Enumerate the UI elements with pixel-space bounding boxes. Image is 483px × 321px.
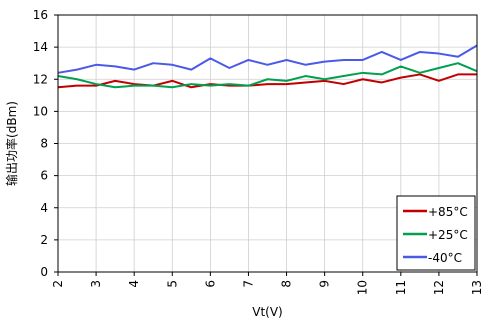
x-tick-label: 8 <box>280 280 294 288</box>
y-axis-ticks: 0 2 4 6 8 10 12 14 16 <box>33 8 58 279</box>
x-tick-label: 6 <box>203 280 217 288</box>
x-tick-label: 13 <box>470 280 483 295</box>
legend-label: +25°C <box>428 228 468 242</box>
x-tick-label: 4 <box>127 280 141 288</box>
x-axis-ticks: 2 3 4 5 6 7 8 9 10 11 12 13 <box>51 272 483 295</box>
y-tick-label: 8 <box>40 137 48 151</box>
y-tick-label: 0 <box>40 265 48 279</box>
legend-label: +85°C <box>428 205 468 219</box>
series-line-2 <box>57 44 478 74</box>
y-tick-label: 14 <box>33 40 48 54</box>
x-tick-label: 9 <box>318 280 332 288</box>
x-tick-label: 12 <box>432 280 446 295</box>
y-tick-label: 4 <box>40 201 48 215</box>
y-axis-label: 输出功率(dBm) <box>4 101 19 186</box>
y-tick-label: 12 <box>33 72 48 86</box>
legend: +85°C +25°C -40°C <box>396 195 476 271</box>
legend-label: -40°C <box>428 251 462 265</box>
x-tick-label: 5 <box>165 280 179 288</box>
x-tick-label: 3 <box>89 280 103 288</box>
x-axis-label: Vt(V) <box>252 305 283 319</box>
y-tick-label: 16 <box>33 8 48 22</box>
series-line-1 <box>57 62 478 89</box>
series-lines <box>57 44 478 89</box>
x-tick-label: 7 <box>241 280 255 288</box>
x-tick-label: 2 <box>51 280 65 288</box>
x-tick-label: 11 <box>394 280 408 295</box>
series-line-0 <box>57 73 477 89</box>
x-tick-label: 10 <box>356 280 370 295</box>
y-tick-label: 2 <box>40 233 48 247</box>
y-tick-label: 6 <box>40 169 48 183</box>
y-tick-label: 10 <box>33 104 48 118</box>
